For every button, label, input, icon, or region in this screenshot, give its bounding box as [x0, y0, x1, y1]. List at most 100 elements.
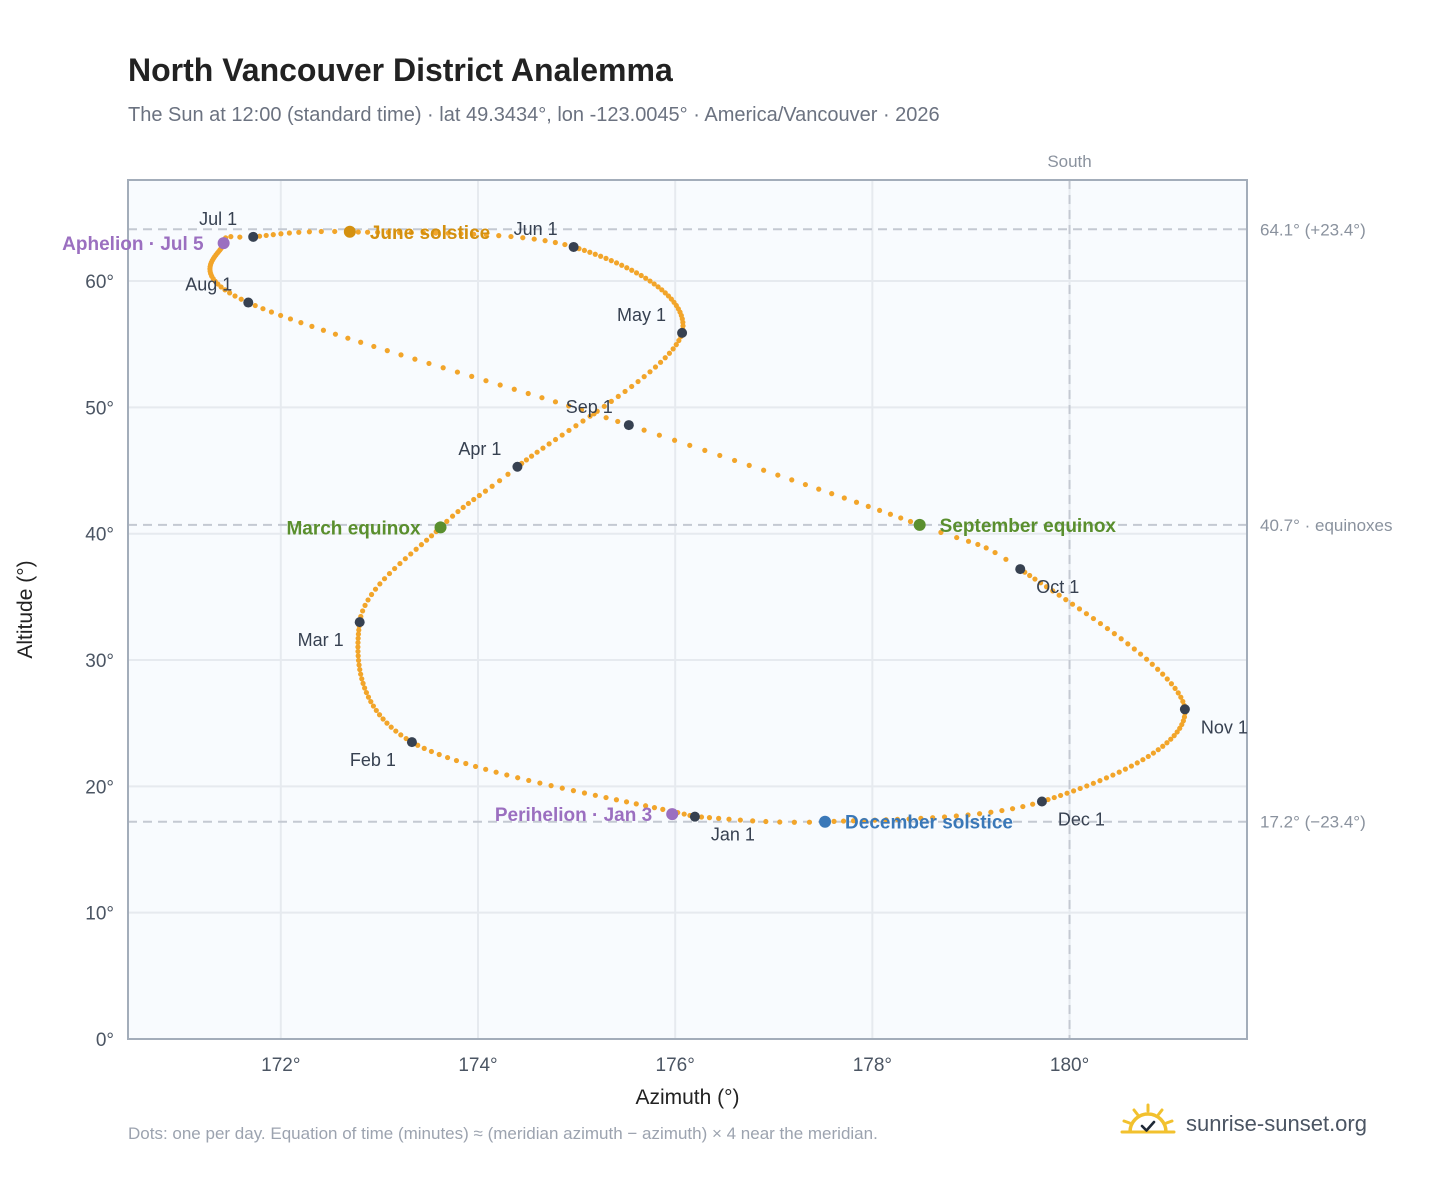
- day-dot: [360, 608, 366, 614]
- y-axis-title: Altitude (°): [14, 560, 37, 658]
- day-dot: [542, 238, 548, 244]
- day-dot: [377, 581, 383, 587]
- x-tick-label: 172°: [261, 1055, 300, 1076]
- month-marker: [1179, 704, 1190, 715]
- day-dot: [1155, 747, 1161, 753]
- day-dot: [1032, 576, 1038, 582]
- day-dot: [1084, 783, 1090, 789]
- day-dot: [562, 241, 568, 248]
- y-tick-label: 0°: [96, 1030, 114, 1051]
- day-dot: [471, 231, 477, 237]
- day-dot: [1172, 685, 1178, 691]
- day-dot: [421, 745, 427, 751]
- day-dot: [659, 287, 665, 293]
- day-dot: [345, 335, 351, 341]
- day-dot: [791, 819, 797, 825]
- day-dot: [681, 811, 687, 817]
- day-dot: [624, 265, 630, 271]
- day-dot: [750, 818, 756, 824]
- event-label: June solstice: [370, 223, 490, 244]
- day-dot: [355, 648, 361, 655]
- day-dot: [629, 267, 635, 273]
- day-dot: [355, 635, 361, 641]
- event-label: September equinox: [940, 516, 1117, 537]
- day-dot: [1111, 631, 1117, 637]
- day-dot: [581, 790, 588, 796]
- day-dot: [413, 546, 419, 552]
- day-dot: [332, 228, 338, 235]
- day-dot: [603, 794, 609, 801]
- day-dot: [403, 735, 409, 742]
- day-dot: [482, 488, 489, 494]
- day-dot: [358, 339, 364, 345]
- day-dot: [559, 432, 565, 438]
- month-label: Oct 1: [1036, 577, 1079, 597]
- day-dot: [256, 233, 263, 239]
- day-dot: [526, 777, 532, 784]
- day-dot: [988, 809, 994, 815]
- day-dot: [489, 483, 495, 489]
- footnote: Dots: one per day. Equation of time (min…: [128, 1124, 878, 1143]
- day-dot: [603, 415, 609, 421]
- day-dot: [355, 644, 361, 650]
- day-dot: [1164, 740, 1170, 746]
- day-dot: [580, 418, 586, 424]
- x-tick-label: 174°: [458, 1055, 497, 1076]
- day-dot: [528, 453, 535, 459]
- day-dot: [853, 499, 860, 505]
- day-dot: [418, 542, 425, 548]
- day-dot: [737, 817, 743, 823]
- month-marker: [568, 241, 579, 252]
- day-dot: [1155, 666, 1161, 672]
- day-dot: [1037, 580, 1044, 586]
- day-dot: [1140, 757, 1146, 763]
- y-tick-label: 50°: [85, 398, 114, 419]
- day-dot: [355, 653, 361, 659]
- day-dot: [454, 369, 461, 375]
- day-dot: [1125, 641, 1131, 647]
- day-dot: [362, 685, 368, 691]
- day-dot: [1122, 766, 1128, 772]
- day-dot: [428, 748, 435, 755]
- day-dot: [232, 293, 238, 299]
- day-dot: [363, 689, 370, 696]
- day-dot: [726, 816, 732, 822]
- sun-logo-icon: [1120, 1103, 1176, 1134]
- day-dot: [358, 671, 364, 677]
- day-dot: [469, 373, 475, 379]
- day-dot: [1070, 788, 1077, 794]
- day-dot: [1009, 806, 1016, 812]
- day-dot: [372, 586, 379, 592]
- day-dot: [436, 751, 442, 758]
- event-marker: [343, 225, 356, 238]
- day-dot: [398, 732, 404, 738]
- brand-link[interactable]: sunrise-sunset.org: [1120, 1102, 1367, 1146]
- day-dot: [497, 382, 503, 388]
- day-dot: [1116, 769, 1122, 775]
- day-dot: [384, 720, 390, 726]
- day-dot: [385, 229, 391, 235]
- day-dot: [392, 565, 398, 572]
- month-label: Sep 1: [566, 397, 613, 417]
- day-dot: [872, 817, 878, 823]
- plot-area: [128, 180, 1247, 1039]
- month-label: Jul 1: [199, 209, 237, 229]
- day-dot: [831, 818, 837, 824]
- day-dot: [1180, 698, 1186, 705]
- day-dot: [635, 378, 641, 385]
- reference-label: 40.7° · equinoxes: [1260, 516, 1393, 535]
- day-dot: [402, 556, 408, 562]
- day-dot: [355, 640, 361, 646]
- day-dot: [460, 504, 466, 510]
- reference-label: 17.2° (−23.4°): [1260, 813, 1366, 832]
- day-dot: [1103, 775, 1110, 781]
- day-dot: [552, 436, 559, 443]
- day-dot: [1043, 584, 1050, 590]
- day-dot: [887, 511, 894, 517]
- day-dot: [1174, 729, 1180, 735]
- day-dot: [1150, 750, 1157, 756]
- day-dot: [642, 803, 649, 809]
- day-dot: [483, 378, 489, 384]
- day-dot: [397, 560, 403, 567]
